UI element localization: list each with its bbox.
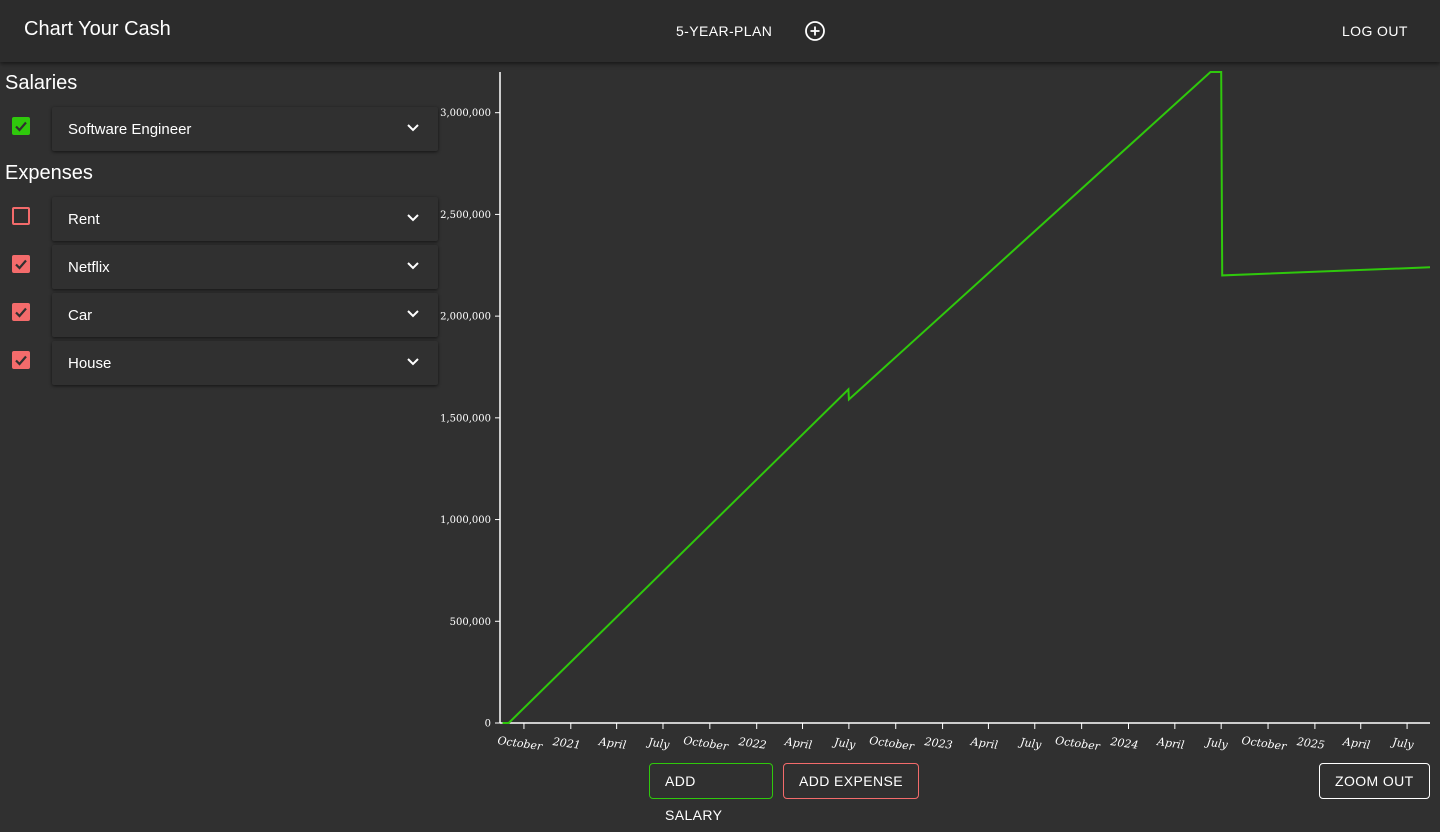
expense-accordion[interactable]: Car [52, 293, 438, 337]
x-tick-label: April [597, 735, 627, 752]
add-expense-button[interactable]: ADD EXPENSE [783, 763, 919, 799]
x-tick-label: April [1341, 735, 1371, 752]
y-tick-label: 3,000,000 [440, 108, 491, 119]
x-tick-label: 2022 [737, 735, 768, 752]
x-tick-label: 2021 [551, 735, 582, 752]
x-tick-label: 2024 [1109, 735, 1140, 752]
check-icon [15, 121, 27, 132]
y-tick-label: 2,500,000 [440, 210, 491, 221]
x-tick-label: October [497, 734, 544, 753]
x-tick-label: July [1204, 735, 1230, 751]
y-tick-label: 2,000,000 [440, 312, 491, 323]
x-tick-label: 2025 [1295, 735, 1326, 752]
expense-label: Rent [68, 211, 100, 228]
y-tick-label: 0 [485, 719, 491, 730]
x-tick-label: April [783, 735, 813, 752]
cash-flow-chart[interactable]: 0 500,000 1,000,000 1,500,000 2,000,000 2,500… [430, 62, 1440, 762]
add-salary-button[interactable]: ADD SALARY [649, 763, 773, 823]
x-tick-label: July [646, 735, 672, 751]
salary-accordion[interactable]: Software Engineer [52, 107, 438, 151]
y-tick-label: 1,500,000 [440, 413, 491, 424]
y-tick-label: 1,000,000 [440, 515, 491, 526]
check-icon [15, 355, 27, 366]
x-tick-label: April [1155, 735, 1185, 752]
expense-checkbox[interactable] [12, 207, 30, 225]
check-icon [15, 307, 27, 318]
plus-circle-icon[interactable] [804, 20, 826, 42]
check-icon [15, 259, 27, 270]
y-tick-label: 500,000 [450, 617, 491, 628]
salaries-heading: Salaries [5, 72, 78, 94]
x-tick-label: April [969, 735, 999, 752]
x-tick-label: October [868, 734, 915, 753]
expense-accordion[interactable]: Rent [52, 197, 438, 241]
x-tick-label: July [1017, 735, 1043, 751]
expense-label: Netflix [68, 259, 110, 276]
plan-name[interactable]: 5-YEAR-PLAN [676, 23, 773, 39]
expense-item: House [0, 341, 440, 385]
x-tick-label: July [1390, 735, 1416, 751]
x-tick-label: October [1054, 734, 1101, 753]
chevron-down-icon [407, 358, 419, 366]
app-title: Chart Your Cash [24, 18, 171, 40]
expense-label: Car [68, 307, 93, 324]
expense-accordion[interactable]: House [52, 341, 438, 385]
salary-label: Software Engineer [68, 121, 192, 138]
chevron-down-icon [407, 214, 419, 222]
chevron-down-icon [407, 262, 419, 270]
expense-checkbox[interactable] [12, 303, 30, 321]
expense-item: Car [0, 293, 440, 337]
expense-checkbox[interactable] [12, 255, 30, 273]
zoom-out-button[interactable]: ZOOM OUT [1319, 763, 1430, 799]
x-tick-label: 2023 [923, 735, 954, 752]
expense-accordion[interactable]: Netflix [52, 245, 438, 289]
x-tick-label: July [831, 735, 857, 751]
expense-label: House [68, 355, 112, 372]
x-tick-label: October [1241, 734, 1288, 753]
expenses-heading: Expenses [5, 162, 93, 184]
logout-button[interactable]: LOG OUT [1342, 23, 1408, 39]
chevron-down-icon [407, 310, 419, 318]
salary-checkbox[interactable] [12, 117, 30, 135]
expense-checkbox[interactable] [12, 351, 30, 369]
expense-item: Netflix [0, 245, 440, 289]
expense-item: Rent [0, 197, 440, 241]
x-tick-label: October [683, 734, 730, 753]
chevron-down-icon [407, 124, 419, 132]
salary-item: Software Engineer [0, 107, 440, 151]
cash-balance-line [502, 71, 1431, 724]
app-bar: Chart Your Cash 5-YEAR-PLAN LOG OUT [0, 0, 1440, 62]
